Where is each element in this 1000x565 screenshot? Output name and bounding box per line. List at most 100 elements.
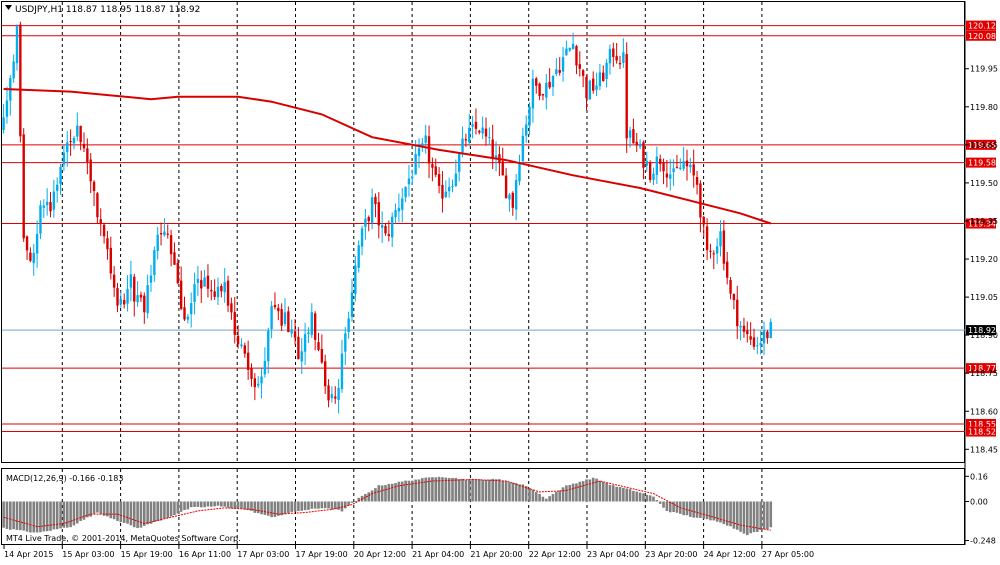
candle — [417, 138, 421, 168]
candle — [498, 146, 501, 177]
macd-bar — [273, 501, 277, 517]
macd-bar — [457, 479, 461, 502]
candle — [240, 338, 243, 349]
candle — [511, 191, 514, 216]
candle-body — [571, 43, 575, 50]
candle-body — [535, 78, 538, 86]
candle-body — [72, 138, 76, 144]
macd-bar — [521, 484, 525, 502]
macd-tick-label: 0.00 — [970, 497, 988, 506]
candle — [283, 298, 287, 327]
candle — [662, 158, 665, 185]
candle-body — [484, 128, 488, 137]
candle-body — [642, 142, 645, 168]
macd-bar — [290, 501, 293, 512]
candle — [86, 138, 89, 175]
candle-body — [588, 80, 592, 100]
candle-body — [411, 176, 414, 178]
candle — [357, 240, 360, 273]
candle-body — [612, 48, 615, 57]
time-tick-label: 24 Apr 12:00 — [704, 550, 756, 559]
macd-bar — [189, 501, 193, 508]
macd-bar — [300, 501, 304, 511]
candle — [277, 303, 280, 321]
level-tag-label: 119.65 — [968, 141, 996, 150]
macd-bar — [578, 481, 582, 502]
candle — [374, 193, 377, 218]
candle — [380, 211, 384, 243]
candle-body — [648, 162, 652, 180]
candle-body — [35, 233, 39, 254]
candle-body — [732, 293, 736, 301]
macd-bar — [303, 501, 307, 511]
macd-bar — [551, 494, 555, 502]
macd-bar — [337, 501, 340, 510]
macd-bar — [112, 501, 116, 520]
candle-body — [119, 298, 123, 305]
candle-body — [102, 224, 106, 237]
candle — [72, 135, 76, 150]
candle — [263, 347, 267, 378]
candle — [179, 266, 183, 311]
macd-bar — [511, 482, 515, 502]
candle-body — [715, 246, 719, 254]
level-tag-label: 120.08 — [968, 32, 996, 41]
candle-body — [404, 186, 407, 198]
candle — [732, 293, 736, 310]
candle-body — [444, 191, 447, 198]
macd-bar — [638, 492, 642, 502]
candle-body — [538, 83, 541, 96]
triangle-down-icon[interactable] — [5, 5, 12, 10]
candle — [444, 180, 447, 199]
candle — [766, 329, 769, 344]
macd-bar — [571, 483, 575, 502]
candle — [153, 246, 156, 282]
candle-body — [394, 210, 397, 218]
candle — [608, 44, 612, 75]
candle — [267, 327, 270, 374]
candle-body — [49, 202, 52, 212]
candle-body — [300, 351, 303, 362]
candle-body — [186, 316, 190, 320]
macd-bar — [166, 501, 170, 518]
macd-bar — [555, 491, 558, 502]
candle — [310, 303, 313, 339]
candle — [705, 218, 709, 260]
candle — [635, 132, 638, 152]
candle — [645, 151, 648, 172]
candle-body — [709, 250, 712, 252]
macd-bar — [575, 483, 578, 502]
candle — [715, 238, 719, 264]
candle-body — [391, 216, 394, 238]
candle-body — [669, 174, 672, 179]
candle — [146, 274, 149, 319]
macd-bar — [407, 480, 411, 502]
candle-body — [655, 156, 659, 175]
macd-bar — [223, 501, 226, 507]
candle — [491, 124, 494, 169]
candle — [350, 278, 354, 322]
candle-body — [230, 303, 233, 313]
macd-bar — [427, 477, 431, 502]
macd-bar — [35, 501, 39, 533]
candle — [236, 325, 240, 349]
macd-bar — [752, 501, 756, 533]
candle-body — [82, 143, 86, 149]
macd-bar — [350, 501, 354, 503]
candle-body — [672, 168, 675, 173]
time-tick-label: 23 Apr 04:00 — [587, 550, 639, 559]
candle-body — [521, 135, 525, 162]
macd-bar — [62, 501, 66, 528]
candle — [12, 54, 15, 83]
candle — [106, 231, 109, 260]
macd-bar — [122, 501, 126, 523]
macd-bar — [59, 501, 62, 529]
candle — [59, 163, 62, 195]
candle — [451, 179, 454, 193]
macd-bar — [434, 477, 438, 502]
candle — [367, 215, 370, 232]
candle-body — [260, 376, 263, 384]
candle-body — [193, 284, 196, 302]
